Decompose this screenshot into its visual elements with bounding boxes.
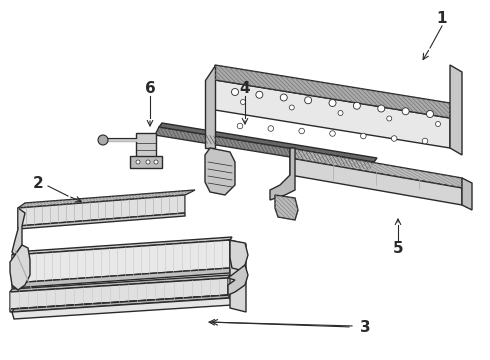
Polygon shape bbox=[12, 295, 230, 312]
Text: 3: 3 bbox=[360, 320, 370, 336]
Circle shape bbox=[98, 135, 108, 145]
Polygon shape bbox=[12, 268, 230, 288]
Circle shape bbox=[329, 99, 336, 107]
Polygon shape bbox=[10, 275, 230, 292]
Polygon shape bbox=[450, 65, 462, 155]
Polygon shape bbox=[18, 213, 185, 229]
Circle shape bbox=[436, 122, 441, 126]
Circle shape bbox=[231, 89, 239, 95]
Circle shape bbox=[402, 108, 409, 115]
Polygon shape bbox=[12, 240, 230, 283]
Polygon shape bbox=[228, 265, 248, 295]
Circle shape bbox=[237, 123, 243, 129]
Text: 6: 6 bbox=[145, 81, 155, 95]
Circle shape bbox=[305, 97, 312, 104]
Polygon shape bbox=[12, 298, 232, 319]
Polygon shape bbox=[275, 195, 298, 220]
Circle shape bbox=[136, 160, 140, 164]
Circle shape bbox=[330, 131, 335, 136]
Circle shape bbox=[146, 160, 150, 164]
Polygon shape bbox=[159, 123, 377, 162]
Circle shape bbox=[338, 111, 343, 116]
Circle shape bbox=[378, 105, 385, 112]
Polygon shape bbox=[205, 148, 235, 195]
Polygon shape bbox=[10, 295, 228, 312]
Circle shape bbox=[426, 111, 434, 117]
Circle shape bbox=[392, 136, 397, 141]
Polygon shape bbox=[155, 127, 374, 170]
Circle shape bbox=[299, 128, 304, 134]
Polygon shape bbox=[205, 65, 215, 148]
Polygon shape bbox=[12, 237, 232, 255]
Polygon shape bbox=[10, 278, 228, 309]
Text: 5: 5 bbox=[392, 240, 403, 256]
Polygon shape bbox=[215, 65, 450, 118]
Text: 4: 4 bbox=[240, 81, 250, 95]
Polygon shape bbox=[228, 240, 248, 270]
Text: 2: 2 bbox=[33, 176, 44, 190]
Polygon shape bbox=[12, 208, 25, 255]
Polygon shape bbox=[18, 195, 185, 226]
Polygon shape bbox=[290, 158, 462, 205]
Circle shape bbox=[268, 126, 273, 131]
Polygon shape bbox=[10, 245, 30, 290]
Polygon shape bbox=[290, 148, 462, 188]
Circle shape bbox=[256, 91, 263, 98]
Circle shape bbox=[280, 94, 287, 101]
Text: 1: 1 bbox=[437, 10, 447, 26]
Polygon shape bbox=[462, 178, 472, 210]
Circle shape bbox=[387, 116, 392, 121]
Polygon shape bbox=[18, 190, 195, 208]
Circle shape bbox=[353, 102, 360, 109]
Circle shape bbox=[361, 133, 366, 139]
Circle shape bbox=[154, 160, 158, 164]
Polygon shape bbox=[230, 240, 246, 312]
Circle shape bbox=[289, 105, 294, 110]
Circle shape bbox=[241, 99, 245, 104]
Polygon shape bbox=[136, 133, 156, 158]
Polygon shape bbox=[270, 148, 295, 200]
Polygon shape bbox=[215, 80, 450, 148]
Circle shape bbox=[422, 138, 428, 144]
Polygon shape bbox=[130, 156, 162, 168]
